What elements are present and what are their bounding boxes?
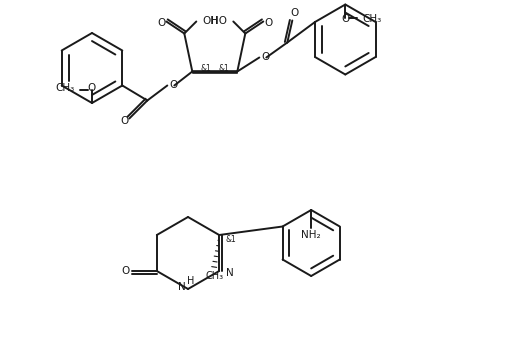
Text: CH₃: CH₃	[362, 15, 382, 24]
Text: H: H	[187, 276, 194, 286]
Text: HO: HO	[211, 17, 227, 27]
Text: O: O	[261, 51, 270, 62]
Text: O: O	[120, 117, 129, 126]
Text: &1: &1	[219, 64, 229, 73]
Text: NH₂: NH₂	[301, 230, 321, 240]
Text: N: N	[178, 282, 186, 292]
Text: CH₃: CH₃	[56, 83, 75, 93]
Text: &1: &1	[225, 235, 236, 243]
Text: O: O	[290, 8, 298, 18]
Text: CH₃: CH₃	[205, 271, 223, 281]
Text: O: O	[264, 17, 272, 28]
Text: O: O	[169, 80, 178, 89]
Text: &1: &1	[200, 64, 211, 73]
Text: OH: OH	[202, 17, 218, 27]
Text: O: O	[157, 17, 165, 28]
Text: O: O	[88, 83, 96, 93]
Text: O: O	[341, 15, 349, 24]
Text: N: N	[226, 268, 234, 278]
Text: O: O	[122, 266, 130, 276]
